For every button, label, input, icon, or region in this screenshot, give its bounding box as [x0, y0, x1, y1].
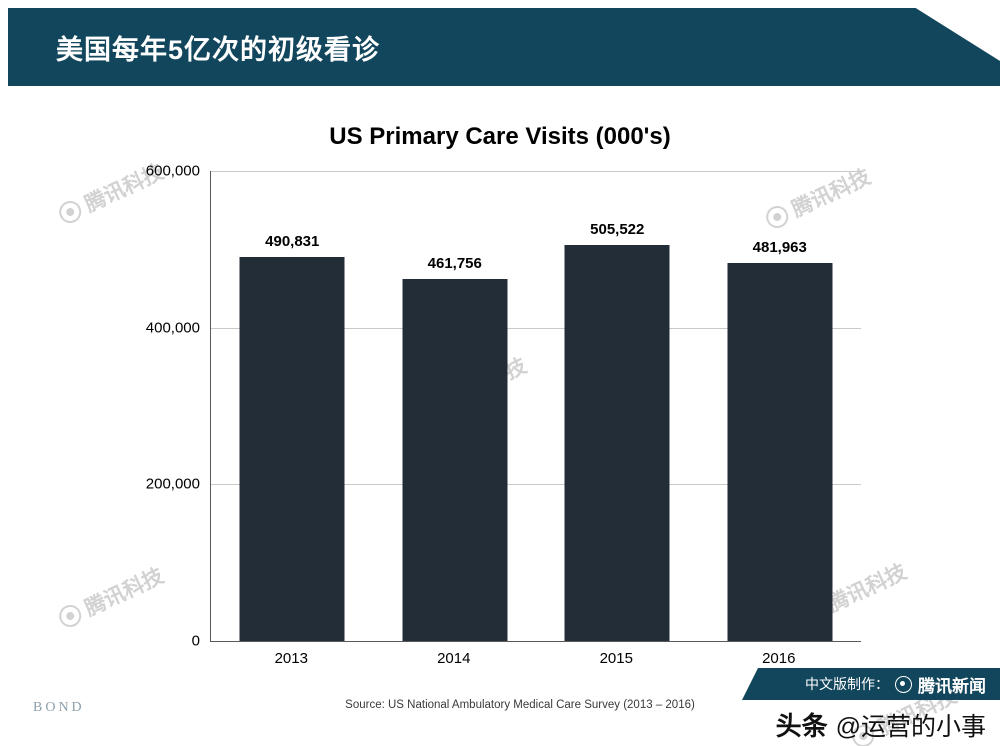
gridline: [211, 327, 861, 329]
page-title: 美国每年5亿次的初级看诊: [56, 34, 381, 65]
bar-2015: [564, 245, 670, 641]
bar-column: 490,831: [211, 171, 374, 641]
bar-column: 505,522: [536, 171, 699, 641]
bar-2016: [727, 263, 833, 641]
source-note: Source: US National Ambulatory Medical C…: [345, 699, 695, 711]
x-tick-label: 2015: [599, 650, 633, 667]
bar-value-label: 481,963: [752, 239, 807, 257]
bond-logo: BOND: [33, 700, 85, 715]
credit-brand: 腾讯新闻: [918, 676, 986, 696]
y-axis-labels: 600,000 400,000 200,000 0: [0, 163, 200, 650]
bar-2014: [402, 279, 508, 641]
bar-value-label: 505,522: [590, 221, 645, 239]
x-axis-labels: 2013 2014 2015 2016: [210, 650, 860, 670]
x-tick-label: 2013: [274, 650, 308, 667]
gridline: [211, 171, 861, 172]
tencent-news-logo-icon: [895, 675, 912, 693]
toutiao-logo: 头条: [775, 711, 828, 741]
credit-prefix: 中文版制作：: [805, 676, 889, 692]
x-tick-label: 2014: [437, 650, 471, 667]
chart-title: US Primary Care Visits (000's): [329, 123, 671, 150]
bar-2013: [239, 256, 345, 641]
bar-value-label: 490,831: [265, 232, 320, 250]
y-tick-label: 200,000: [145, 475, 200, 493]
plot-area: 490,831 461,756 505,522 481,963: [210, 171, 861, 642]
byline-handle: @运营的小事: [835, 713, 986, 741]
credit-ribbon: 中文版制作： 腾讯新闻: [742, 668, 1000, 700]
y-tick-label: 600,000: [145, 162, 200, 180]
bar-column: 461,756: [374, 171, 537, 641]
bar-value-label: 461,756: [427, 255, 482, 273]
y-tick-label: 0: [191, 632, 200, 650]
x-tick-label: 2016: [762, 650, 796, 667]
header: 美国每年5亿次的初级看诊: [8, 8, 1000, 86]
y-tick-label: 400,000: [145, 319, 200, 337]
byline: 头条 @运营的小事: [776, 706, 986, 743]
gridline: [211, 484, 861, 486]
bar-column: 481,963: [699, 171, 862, 641]
